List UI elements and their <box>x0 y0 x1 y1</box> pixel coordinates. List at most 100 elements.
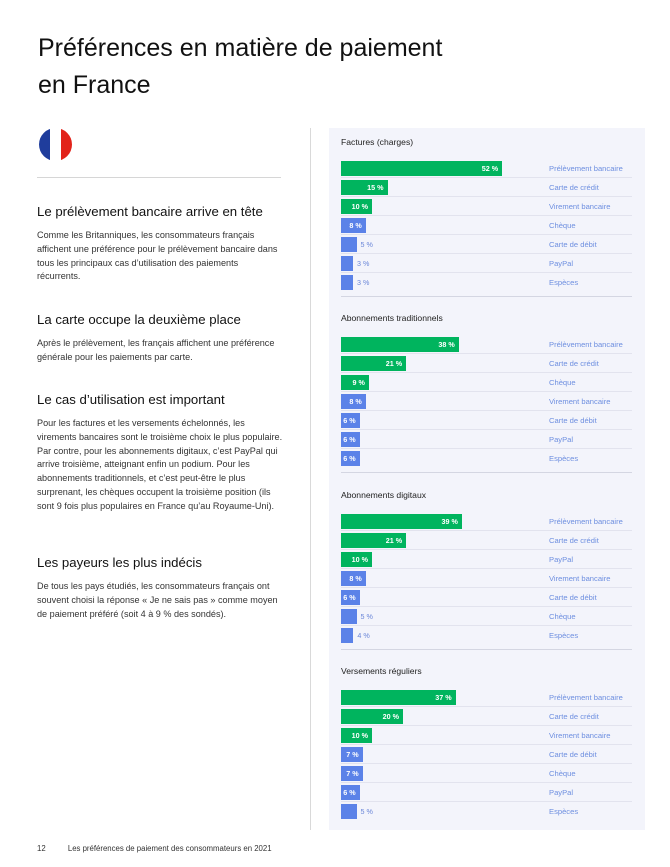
chart-regular-payments: Versements réguliers 37 % Prélèvement ban… <box>341 664 632 821</box>
bar-row: 6 % Carte de débit <box>341 588 632 607</box>
category-label: Carte de débit <box>549 240 597 249</box>
bar <box>341 765 363 781</box>
section-heading: Les payeurs les plus indécis <box>37 555 202 570</box>
category-label: Chèque <box>549 378 576 387</box>
intro-column <box>37 128 282 178</box>
category-label: PayPal <box>549 555 574 564</box>
bar-value-label: 5 % <box>360 612 373 621</box>
bar <box>341 746 363 762</box>
bar <box>341 551 372 567</box>
bar-value-label: 4 % <box>357 631 370 640</box>
chart-divider <box>341 472 632 473</box>
bar-row: 3 % Espèces <box>341 273 632 292</box>
bar-value-label: 15 % <box>367 183 384 192</box>
bar <box>341 198 372 214</box>
bar-row: 10 % Virement bancaire <box>341 197 632 216</box>
title-line-2: en France <box>38 71 151 99</box>
page-number: 12 <box>37 844 46 853</box>
category-label: Prélèvement bancaire <box>549 693 623 702</box>
bar-value-label: 3 % <box>357 278 370 287</box>
bar-row: 5 % Chèque <box>341 607 632 626</box>
bar <box>341 570 366 586</box>
bar-value-label: 6 % <box>343 788 356 797</box>
bar-row: 6 % Espèces <box>341 449 632 468</box>
bar-row: 6 % PayPal <box>341 783 632 802</box>
bar <box>341 217 366 233</box>
category-label: Virement bancaire <box>549 574 611 583</box>
category-label: Carte de crédit <box>549 712 599 721</box>
bar-row: 39 % Prélèvement bancaire <box>341 512 632 531</box>
bar <box>341 727 372 743</box>
bar-value-label: 5 % <box>360 240 373 249</box>
france-flag-icon <box>39 128 72 161</box>
bar-row: 5 % Espèces <box>341 802 632 821</box>
bar-row: 21 % Carte de crédit <box>341 354 632 373</box>
category-label: Carte de crédit <box>549 359 599 368</box>
bar <box>341 179 388 195</box>
page-footer: 12 Les préférences de paiement des conso… <box>37 844 272 853</box>
category-label: PayPal <box>549 435 574 444</box>
bar-row: 21 % Carte de crédit <box>341 531 632 550</box>
bar <box>341 255 353 271</box>
bar-row: 7 % Chèque <box>341 764 632 783</box>
section-card: La carte occupe la deuxième place Après … <box>37 311 283 365</box>
section-body: Comme les Britanniques, les consommateur… <box>37 230 278 282</box>
bar-value-label: 6 % <box>343 435 356 444</box>
bar-row: 10 % Virement bancaire <box>341 726 632 745</box>
bar-row: 37 % Prélèvement bancaire <box>341 688 632 707</box>
category-label: PayPal <box>549 259 574 268</box>
bar-grid: 37 % Prélèvement bancaire 20 % Carte de cré… <box>341 688 632 821</box>
bar-row: 8 % Chèque <box>341 216 632 235</box>
section-heading: La carte occupe la deuxième place <box>37 312 241 327</box>
section-body: De tous les pays étudiés, les consommate… <box>37 581 278 619</box>
section-body: Après le prélèvement, les français affic… <box>37 338 275 362</box>
bar-value-label: 38 % <box>438 340 455 349</box>
bar-value-label: 6 % <box>343 454 356 463</box>
bar-row: 15 % Carte de crédit <box>341 178 632 197</box>
bar-row: 5 % Carte de débit <box>341 235 632 254</box>
bar-grid: 39 % Prélèvement bancaire 21 % Carte de cré… <box>341 512 632 645</box>
bar-grid: 52 % Prélèvement bancaire 15 % Carte de cré… <box>341 159 632 292</box>
section-use-case: Le cas d’utilisation est important Pour … <box>37 391 283 514</box>
bar-row: 10 % PayPal <box>341 550 632 569</box>
bar <box>341 608 357 624</box>
bar <box>341 274 353 290</box>
bar <box>341 784 360 800</box>
bar-row: 9 % Chèque <box>341 373 632 392</box>
category-label: Carte de crédit <box>549 183 599 192</box>
section-undecided: Les payeurs les plus indécis De tous les… <box>37 554 283 621</box>
chart-bills: Factures (charges) 52 % Prélèvement banca… <box>341 135 632 297</box>
category-label: PayPal <box>549 788 574 797</box>
bar-value-label: 8 % <box>349 221 362 230</box>
category-label: Virement bancaire <box>549 397 611 406</box>
bar-row: 4 % Espèces <box>341 626 632 645</box>
category-label: Carte de débit <box>549 593 597 602</box>
category-label: Prélèvement bancaire <box>549 164 623 173</box>
section-divider <box>37 177 281 178</box>
bar-row: 20 % Carte de crédit <box>341 707 632 726</box>
bar-value-label: 3 % <box>357 259 370 268</box>
section-heading: Le prélèvement bancaire arrive en tête <box>37 204 263 219</box>
bar-value-label: 9 % <box>352 378 365 387</box>
bar-value-label: 37 % <box>435 693 452 702</box>
bar-value-label: 10 % <box>351 731 368 740</box>
bar <box>341 708 403 724</box>
bar <box>341 450 360 466</box>
bar <box>341 589 360 605</box>
bar <box>341 803 357 819</box>
bar-value-label: 10 % <box>351 555 368 564</box>
bar-value-label: 52 % <box>481 164 499 173</box>
bar <box>341 336 459 352</box>
bar-value-label: 21 % <box>385 536 403 545</box>
bar-grid: 38 % Prélèvement bancaire 21 % Carte de cré… <box>341 335 632 468</box>
bar <box>341 374 369 390</box>
bar-row: 8 % Virement bancaire <box>341 569 632 588</box>
chart-title: Factures (charges) <box>341 137 414 147</box>
bar <box>341 431 360 447</box>
bar-row: 8 % Virement bancaire <box>341 392 632 411</box>
bar-row: 38 % Prélèvement bancaire <box>341 335 632 354</box>
chart-divider <box>341 649 632 650</box>
bar-value-label: 6 % <box>343 593 356 602</box>
page-title: Préférences en matière de paiement en Fr… <box>38 30 598 104</box>
chart-title: Versements réguliers <box>341 666 422 676</box>
